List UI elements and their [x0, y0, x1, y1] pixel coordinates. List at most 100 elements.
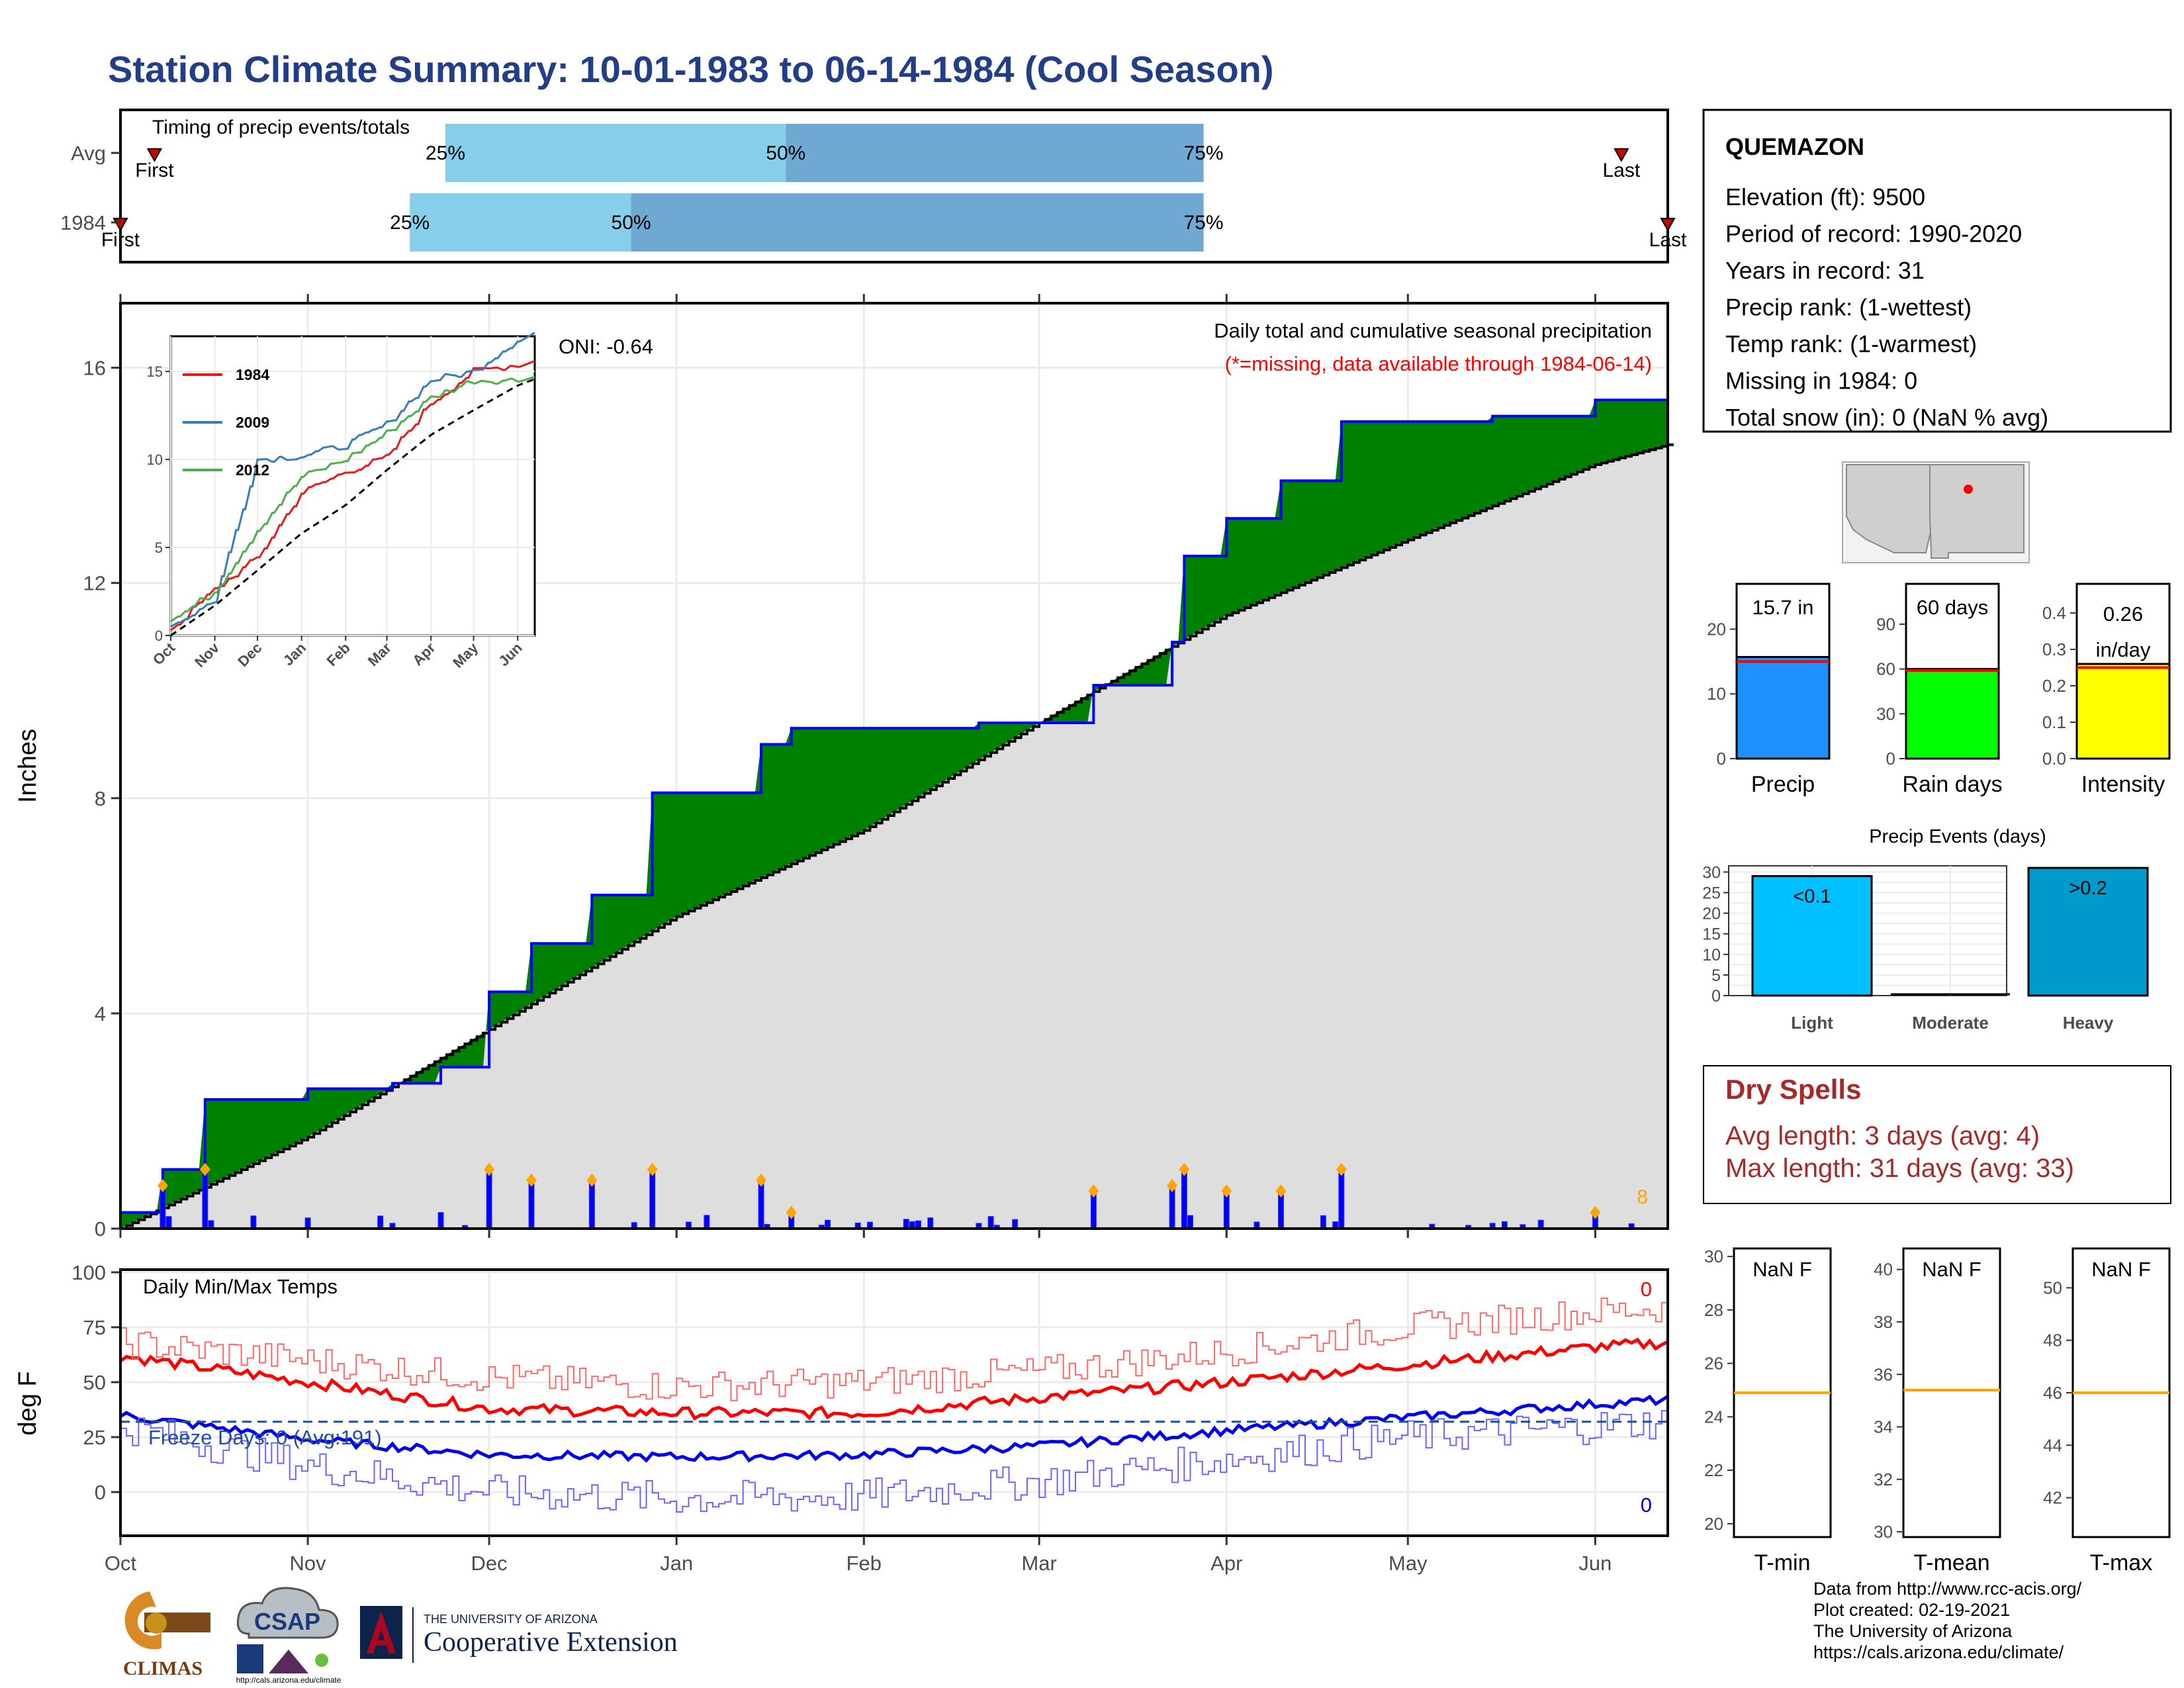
precip-ytick-label: 8	[95, 787, 106, 810]
cumulative-1984-line	[120, 399, 1668, 1214]
max-count: 0	[1641, 1278, 1652, 1301]
credit-source: Data from http://www.rcc-acis.org/	[1813, 1579, 2082, 1599]
heavy-event-marker	[199, 1162, 210, 1176]
summary-ytick-label: 20	[1707, 619, 1726, 639]
summary-ytick-label: 90	[1876, 614, 1895, 634]
heavy-event-marker	[484, 1162, 495, 1176]
inset-series-2012	[170, 375, 535, 622]
credit-url: https://cals.arizona.edu/climate/	[1813, 1642, 2064, 1662]
tbox-ytick-label: 30	[1704, 1246, 1723, 1266]
summary-ytick-label: 0.3	[2042, 639, 2066, 659]
events-ytick-label: 15	[1702, 925, 1721, 944]
ua-logo: THE UNIVERSITY OF ARIZONA Cooperative Ex…	[357, 1602, 754, 1668]
summary-ytick-label: 0.2	[2042, 676, 2066, 696]
daily-precip-bar	[1012, 1219, 1019, 1229]
summary-name: Precip	[1751, 772, 1815, 797]
heavy-event-marker	[786, 1205, 797, 1219]
temp-ytick-label: 50	[83, 1371, 106, 1394]
daily-precip-bar	[165, 1216, 172, 1229]
tbox-ytick-label: 28	[1704, 1300, 1723, 1320]
new-mexico-shape	[1929, 464, 2025, 559]
tbox-ytick-label: 42	[2043, 1488, 2062, 1508]
summary-ytick-label: 0	[1717, 749, 1726, 769]
tbox-value-label: NaN F	[1752, 1258, 1812, 1281]
ua-small-text: THE UNIVERSITY OF ARIZONA	[424, 1613, 598, 1626]
tbox-value-label: NaN F	[1922, 1258, 1981, 1281]
first-label: First	[135, 160, 174, 181]
daily-precip-bar	[588, 1180, 595, 1229]
csap-logo: CSAP http://cals.arizona.edu/climate	[229, 1581, 348, 1685]
climas-logo: CLIMAS	[110, 1583, 218, 1683]
month-label: Feb	[846, 1552, 882, 1575]
daily-precip-bar	[1187, 1215, 1194, 1229]
timing-p25: 25%	[426, 142, 465, 164]
first-label: First	[101, 229, 140, 251]
daily-precip-bar	[202, 1169, 208, 1229]
temp-series-line	[120, 1410, 1668, 1513]
precip-ytick-label: 12	[83, 572, 106, 595]
tbox-frame	[1902, 1247, 2001, 1538]
first-marker	[146, 148, 163, 163]
heavy-event-marker	[1088, 1184, 1099, 1198]
dry-spells-box: Dry Spells Avg length: 3 days (avg: 4) M…	[1703, 1065, 2171, 1204]
precip-frame	[119, 302, 1669, 1230]
inset-series-1984	[170, 359, 535, 632]
summary-ytick-label: 30	[1876, 704, 1895, 724]
tbox-ytick-label: 44	[2043, 1435, 2062, 1455]
events-xlabel: Light	[1791, 1013, 1833, 1033]
timing-bar-q3	[631, 193, 1204, 252]
inset-legend-label: 1984	[236, 366, 269, 383]
month-label: Mar	[1021, 1552, 1056, 1575]
summary-ytick-label: 60	[1876, 659, 1895, 679]
temp-ylabel: deg F	[14, 1371, 42, 1435]
tbox-ytick-label: 48	[2043, 1331, 2062, 1350]
summary-value-label: 15.7 in	[1752, 596, 1813, 619]
timing-row-label: 1984	[60, 211, 106, 234]
temp-frame	[119, 1268, 1669, 1537]
tbox-ytick-label: 30	[1874, 1522, 1893, 1542]
station-line: Period of record: 1990-2020	[1725, 220, 2022, 248]
credit-university: The University of Arizona	[1813, 1621, 2013, 1641]
dry-frame	[1703, 1065, 2171, 1204]
events-xlabel: Moderate	[1912, 1013, 1989, 1033]
daily-precip-bar	[377, 1215, 384, 1229]
dry-avg: Avg length: 3 days (avg: 4)	[1725, 1121, 2040, 1150]
temp-series-line	[119, 1394, 1669, 1463]
month-label: Apr	[1210, 1552, 1242, 1575]
heavy-event-marker	[526, 1173, 537, 1187]
summary-ytick-label: 10	[1707, 684, 1726, 704]
summary-name: Intensity	[2081, 772, 2165, 797]
daily-precip-bar	[250, 1215, 257, 1229]
heavy-event-marker	[756, 1173, 767, 1187]
month-label: Dec	[471, 1552, 508, 1575]
summary-value-label: 0.26	[2103, 602, 2143, 626]
timing-row-label: Avg	[71, 142, 106, 165]
heavy-event-marker	[1179, 1162, 1190, 1176]
tbox-name: T-mean	[1913, 1550, 1989, 1575]
precip-note: (*=missing, data available through 1984-…	[1225, 352, 1652, 375]
timing-panel: Timing of precip events/totals 25% 50% 75%…	[60, 109, 1687, 263]
tbox-name: T-min	[1754, 1550, 1811, 1575]
precip-count: 8	[1637, 1186, 1648, 1208]
temp-bg	[120, 1270, 1668, 1536]
credits: Data from http://www.rcc-acis.org/ Plot …	[1813, 1578, 2081, 1663]
station-marker	[1964, 485, 1973, 494]
daily-precip-bar	[987, 1216, 994, 1229]
daily-precip-bar	[1320, 1215, 1326, 1229]
summary-ytick-label: 0.4	[2042, 603, 2066, 623]
temp-ytick-label: 25	[83, 1426, 106, 1449]
temp-ytick-label: 75	[83, 1316, 106, 1339]
events-title: Precip Events (days)	[1869, 826, 2046, 847]
daily-precip-bar	[304, 1217, 311, 1229]
surplus-area	[120, 400, 1668, 1229]
station-name: QUEMAZON	[1725, 133, 1864, 160]
heavy-event-marker	[1167, 1178, 1178, 1192]
min-count: 0	[1641, 1493, 1652, 1517]
timing-p75: 75%	[1184, 142, 1224, 164]
events-ytick-label: 5	[1711, 966, 1721, 985]
tbox-ytick-label: 46	[2043, 1383, 2062, 1403]
inset-avg-line	[170, 378, 535, 637]
tbox-value-label: NaN F	[2091, 1258, 2151, 1281]
heavy-event-marker	[1275, 1184, 1287, 1198]
